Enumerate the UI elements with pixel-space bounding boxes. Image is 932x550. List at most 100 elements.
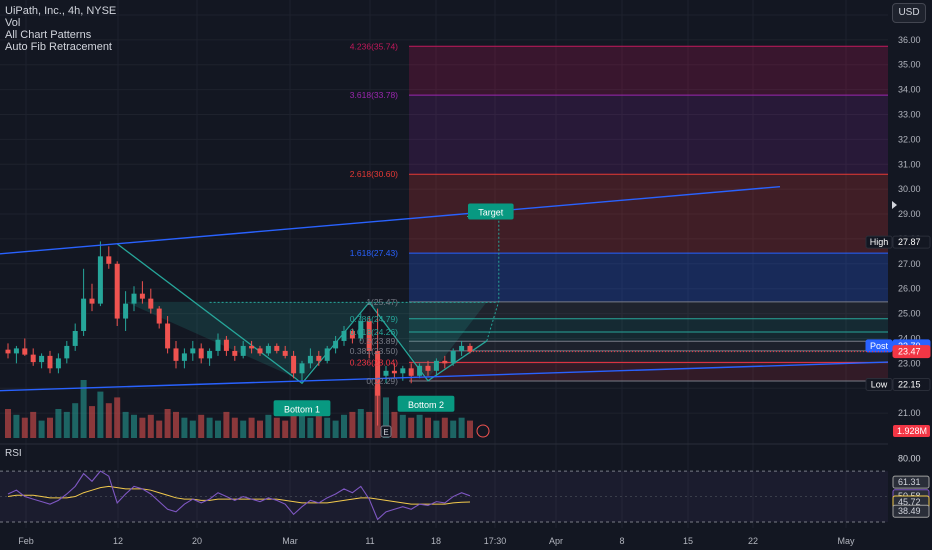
volume-bar: [47, 417, 53, 438]
volume-bar: [122, 411, 129, 438]
candle-body: [30, 354, 36, 363]
volume-bar: [357, 409, 364, 438]
indicator-auto-fib[interactable]: Auto Fib Retracement: [5, 41, 112, 53]
channel-upper: [0, 185, 781, 255]
chart-legend: UiPath, Inc., 4h, NYSE Vol All Chart Pat…: [5, 5, 116, 53]
volume-bar: [257, 420, 263, 438]
volume-bar: [13, 414, 20, 438]
volume-bar: [164, 409, 171, 438]
volume-bar: [181, 417, 188, 438]
volume-bar: [215, 420, 221, 438]
rsi-value-label: 38.49: [898, 506, 921, 516]
volume-bar: [391, 411, 398, 438]
volume-bar: [416, 414, 423, 438]
fib-label: 1.618(27.43): [350, 248, 398, 258]
candle-body: [190, 348, 196, 354]
target-projection: [466, 216, 500, 342]
volume-bar: [383, 397, 389, 438]
rsi-ma-line: [7, 485, 471, 505]
x-tick-label: Mar: [282, 536, 298, 546]
volume-bar: [441, 417, 448, 438]
x-tick-label: 22: [748, 536, 758, 546]
volume-bar: [139, 417, 146, 438]
y-tick-label: 34.00: [898, 85, 921, 95]
volume-bar: [265, 414, 272, 438]
candle-body: [333, 340, 339, 349]
volume-bar: [63, 411, 70, 438]
candle-body: [291, 355, 297, 374]
pattern-badge: [468, 203, 514, 220]
candle-body: [425, 365, 431, 371]
volume-bar: [80, 380, 87, 438]
fib-zone: [409, 301, 888, 319]
candle-body: [47, 355, 53, 369]
volume-bar: [105, 403, 112, 438]
rsi-value-label: 61.31: [898, 477, 921, 487]
pattern-zigzag: [116, 243, 488, 385]
volume-bar: [282, 420, 289, 438]
volume-bar: [97, 391, 104, 438]
volume-bar: [399, 414, 406, 438]
volume-bar: [173, 411, 179, 438]
fib-label: 0.786(24.79): [350, 314, 398, 324]
candle-body: [5, 349, 11, 354]
flash-icon: [476, 424, 490, 438]
candle-body: [232, 350, 238, 356]
fib-label: 0.5(23.89): [359, 336, 398, 346]
candle-body: [97, 256, 103, 304]
volume-bar: [231, 417, 238, 438]
volume-bar: [467, 420, 473, 438]
y-tick-label: 21.00: [898, 408, 921, 418]
candle-body: [341, 330, 347, 341]
candle-body: [299, 363, 305, 374]
candle-body: [39, 355, 45, 363]
fib-label: 0.618(24.26): [350, 327, 398, 337]
volume-bar: [290, 411, 297, 438]
volume-bar: [408, 417, 415, 438]
volume-bar: [341, 414, 347, 438]
symbol-title[interactable]: UiPath, Inc., 4h, NYSE: [5, 5, 117, 17]
pattern-badge-label: Bottom 1: [284, 404, 320, 414]
fib-label: 0.382(23.50): [350, 346, 398, 356]
earnings-marker: [380, 425, 392, 438]
volume-bar: [366, 411, 373, 438]
volume-bar: [458, 417, 465, 438]
price-tag-box: [865, 377, 893, 391]
candle-body: [131, 293, 137, 304]
volume-bar: [307, 417, 314, 438]
volume-bar: [89, 406, 95, 438]
rsi-title[interactable]: RSI: [5, 448, 22, 459]
rsi-value-tag: [892, 504, 930, 518]
fib-zone: [409, 318, 888, 332]
candle-body: [55, 358, 61, 369]
price-value-label: 27.87: [898, 237, 921, 247]
volume-bar: [332, 420, 339, 438]
candle-body: [265, 345, 271, 354]
fib-label: 3.618(33.78): [350, 90, 398, 100]
x-tick-label: 18: [431, 536, 441, 546]
target-arrow-icon: [892, 201, 897, 209]
indicator-chart-patterns[interactable]: All Chart Patterns: [5, 29, 92, 41]
price-axis[interactable]: 21.0022.0023.0024.0025.0026.0027.0028.00…: [892, 10, 930, 518]
candle-body: [81, 298, 87, 331]
x-tick-label: 12: [113, 536, 123, 546]
time-axis[interactable]: Feb 12 20 Mar 11 18 17:30 Apr 8 15 22 May: [18, 536, 855, 546]
indicator-vol[interactable]: Vol: [5, 17, 21, 29]
candle-body: [148, 298, 154, 309]
candle-body: [240, 345, 246, 356]
pattern-badge-label: Bottom 2: [408, 400, 444, 410]
y-tick-label: 27.00: [898, 259, 921, 269]
candle-body: [72, 330, 78, 346]
y-tick-label: 29.00: [898, 209, 921, 219]
volume-bar: [223, 411, 230, 438]
currency-button[interactable]: USD: [892, 3, 926, 23]
price-tag-box: [865, 235, 893, 249]
candle-body: [198, 348, 204, 359]
candle-body: [417, 365, 423, 376]
y-tick-label: 35.00: [898, 60, 921, 70]
candle-body: [223, 339, 229, 351]
volume-bar: [156, 420, 163, 438]
volume-bar: [5, 409, 11, 438]
